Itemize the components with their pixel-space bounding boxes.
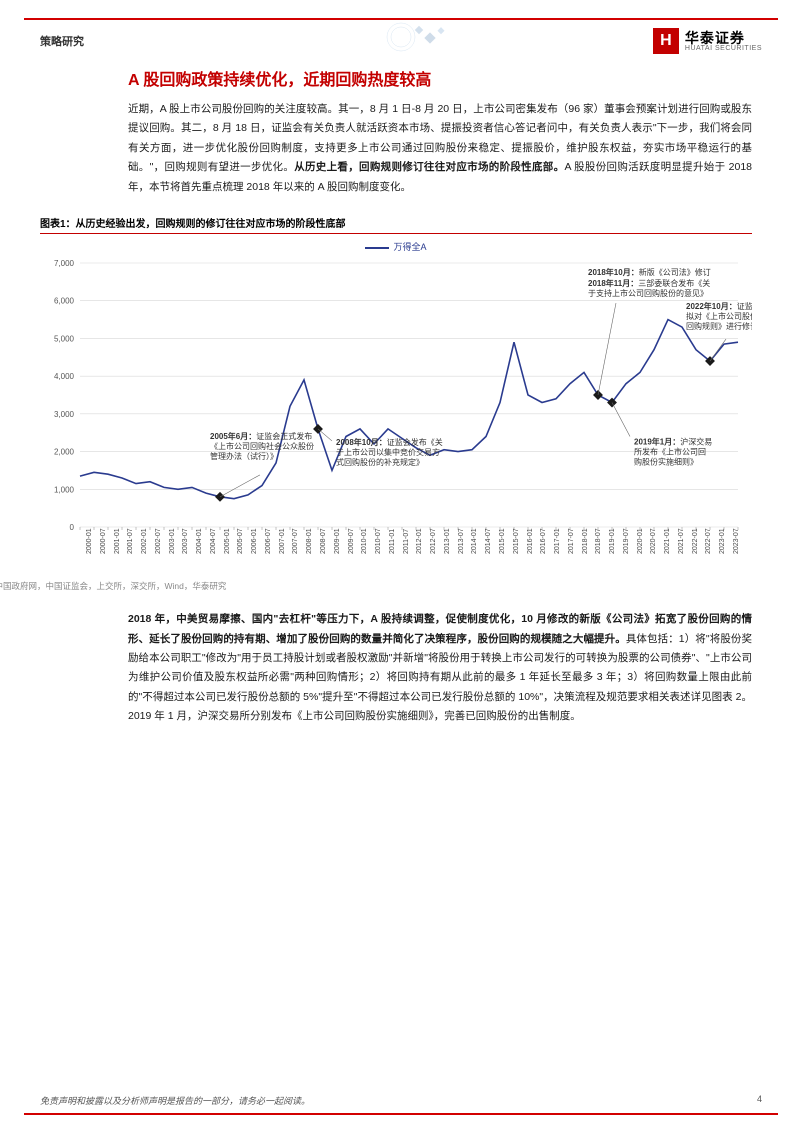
header-category: 策略研究: [40, 33, 84, 49]
page-number: 4: [757, 1094, 762, 1107]
logo: H 华泰证券 HUATAI SECURITIES: [653, 28, 762, 54]
para1-bold: 从历史上看，回购规则修订往往对应市场的阶段性底部。: [294, 161, 564, 173]
svg-text:2018年11月：三部委联合发布《关: 2018年11月：三部委联合发布《关: [588, 278, 710, 288]
x-axis-labels: 2000-012000-072001-012001-072002-012002-…: [76, 537, 736, 558]
svg-text:购股份实施细则》: 购股份实施细则》: [634, 457, 698, 467]
line-chart: 0 1,000 2,000 3,000 4,000 5,000 6,000 7,000 2005…: [40, 257, 752, 537]
svg-text:2018年10月：新版《公司法》修订: 2018年10月：新版《公司法》修订: [588, 267, 711, 277]
legend-line-icon: [365, 247, 389, 249]
svg-text:《上市公司回购社会公众股份: 《上市公司回购社会公众股份: [210, 441, 314, 451]
svg-text:3,000: 3,000: [54, 410, 75, 419]
main-content: A 股回购政策持续优化，近期回购热度较高 近期，A 股上市公司股份回购的关注度较…: [128, 66, 752, 733]
paragraph-1: 近期，A 股上市公司股份回购的关注度较高。其一，8 月 1 日-8 月 20 日…: [128, 100, 752, 197]
section-title: A 股回购政策持续优化，近期回购热度较高: [128, 66, 752, 90]
svg-text:于上市公司以集中竞价交易方: 于上市公司以集中竞价交易方: [336, 447, 440, 457]
logo-en: HUATAI SECURITIES: [685, 45, 762, 52]
legend-label: 万得全A: [393, 242, 426, 252]
svg-text:2005年6月：证监会正式发布: 2005年6月：证监会正式发布: [210, 431, 312, 441]
svg-text:式回购股份的补充规定》: 式回购股份的补充规定》: [336, 457, 424, 467]
svg-text:管理办法（试行）》: 管理办法（试行）》: [210, 451, 278, 461]
svg-text:2022年10月：证监会: 2022年10月：证监会: [686, 301, 752, 311]
svg-text:2008年10月：证监会发布《关: 2008年10月：证监会发布《关: [336, 437, 443, 447]
svg-text:于支持上市公司回购股份的意见》: 于支持上市公司回购股份的意见》: [588, 288, 708, 298]
footer-disclaimer: 免责声明和披露以及分析师声明是报告的一部分，请务必一起阅读。: [40, 1094, 310, 1107]
chart-legend: 万得全A: [40, 240, 752, 253]
svg-text:2,000: 2,000: [54, 448, 75, 457]
logo-cn: 华泰证券: [685, 31, 762, 45]
chart-source: 资料来源：中国政府网，中国证监会，上交所，深交所，Wind，华泰研究: [0, 580, 752, 592]
svg-text:5,000: 5,000: [54, 335, 75, 344]
svg-text:7,000: 7,000: [54, 259, 75, 268]
logo-mark: H: [653, 28, 679, 54]
chart-container: 万得全A 0 1,000 2,000 3,000 4,000 5,000 6,000 7,00…: [40, 240, 752, 592]
svg-text:2019年1月：沪深交易: 2019年1月：沪深交易: [634, 437, 712, 447]
svg-text:1,000: 1,000: [54, 485, 75, 494]
paragraph-2: 2018 年，中美贸易摩擦、国内"去杠杆"等压力下，A 股持续调整，促使制度优化…: [128, 610, 752, 727]
svg-text:所发布《上市公司回: 所发布《上市公司回: [634, 447, 706, 457]
page-footer: 免责声明和披露以及分析师声明是报告的一部分，请务必一起阅读。 4: [40, 1094, 762, 1107]
svg-text:回购规则》进行修订: 回购规则》进行修订: [686, 321, 752, 331]
chart-caption-row: 图表1：从历史经验出发，回购规则的修订往往对应市场的阶段性底部: [40, 215, 752, 234]
svg-text:4,000: 4,000: [54, 372, 75, 381]
svg-text:拟对《上市公司股份: 拟对《上市公司股份: [686, 311, 752, 321]
page-header: 策略研究 H 华泰证券 HUATAI SECURITIES: [40, 28, 762, 54]
svg-text:6,000: 6,000: [54, 297, 75, 306]
svg-text:0: 0: [70, 523, 75, 532]
para2-body: 具体包括：1）将"将股份奖励给本公司职工"修改为"用于员工持股计划或者股权激励"…: [128, 633, 752, 723]
chart-caption: 图表1：从历史经验出发，回购规则的修订往往对应市场的阶段性底部: [40, 215, 346, 230]
